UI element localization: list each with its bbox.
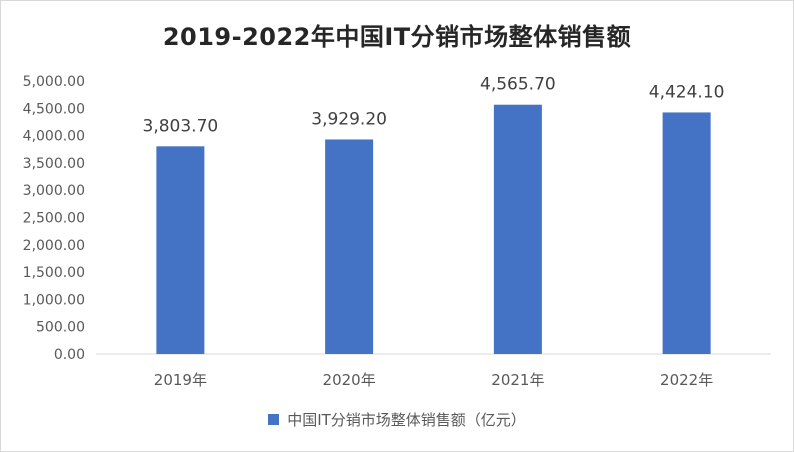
legend-swatch <box>268 414 280 425</box>
bar <box>325 139 374 354</box>
y-tick-label: 4,500.00 <box>23 101 85 117</box>
legend-label: 中国IT分销市场整体销售额（亿元） <box>287 411 526 429</box>
bar <box>662 112 711 354</box>
bar <box>493 104 542 354</box>
y-tick-label: 500.00 <box>36 320 85 336</box>
y-tick-label: 3,000.00 <box>23 183 85 199</box>
bar-data-label: 3,803.70 <box>143 116 219 136</box>
y-tick-label: 4,000.00 <box>23 129 85 145</box>
y-tick-label: 3,500.00 <box>23 156 85 172</box>
y-tick-label: 0.00 <box>54 347 85 363</box>
legend: 中国IT分销市场整体销售额（亿元） <box>1 409 793 430</box>
x-tick-label: 2022年 <box>660 371 713 389</box>
y-tick-label: 5,000.00 <box>23 74 85 90</box>
y-tick-label: 2,500.00 <box>23 211 85 227</box>
x-tick-label: 2020年 <box>323 371 376 389</box>
bar-data-label: 4,424.10 <box>649 82 725 102</box>
bar-data-label: 4,565.70 <box>480 75 556 95</box>
x-tick-label: 2021年 <box>491 371 544 389</box>
bar-data-label: 3,929.20 <box>311 109 387 129</box>
x-tick-label: 2019年 <box>154 371 207 389</box>
y-tick-label: 1,500.00 <box>23 265 85 281</box>
y-tick-label: 2,000.00 <box>23 238 85 254</box>
chart-title: 2019-2022年中国IT分销市场整体销售额 <box>162 23 632 51</box>
bar <box>156 146 205 354</box>
y-tick-label: 1,000.00 <box>23 292 85 308</box>
